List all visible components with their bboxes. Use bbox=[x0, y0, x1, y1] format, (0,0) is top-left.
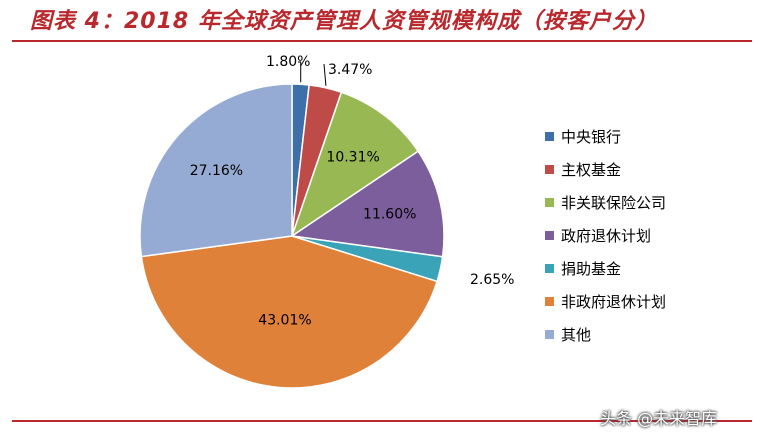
slice-label: 2.65% bbox=[470, 272, 514, 288]
legend-label: 主权基金 bbox=[561, 161, 622, 179]
legend-swatch bbox=[545, 198, 554, 207]
legend-item: 中央银行 bbox=[545, 120, 666, 153]
watermark: 头条 @未来智库 bbox=[600, 409, 718, 428]
pie-slice bbox=[290, 91, 420, 238]
slice-label: 11.60% bbox=[363, 206, 416, 222]
slice-label: 43.01% bbox=[258, 312, 311, 328]
slice-label: 27.16% bbox=[190, 163, 243, 179]
pie-slice bbox=[139, 83, 293, 258]
legend-label: 政府退休计划 bbox=[561, 227, 652, 245]
slice-label: 1.80% bbox=[266, 54, 310, 70]
pie-slice bbox=[289, 150, 445, 258]
legend-swatch bbox=[545, 231, 554, 240]
leader-line bbox=[323, 63, 327, 86]
title-divider bbox=[12, 40, 752, 42]
legend-swatch bbox=[545, 297, 554, 306]
legend-label: 非政府退休计划 bbox=[561, 293, 667, 311]
chart-legend: 中央银行主权基金非关联保险公司 政府退休计划 捐助基金非政府退休计划 其他 bbox=[545, 120, 666, 351]
legend-item: 政府退休计划 bbox=[545, 219, 666, 252]
legend-item: 其他 bbox=[545, 318, 666, 351]
legend-item: 捐助基金 bbox=[545, 252, 666, 285]
footer-divider bbox=[12, 420, 752, 422]
legend-label: 非关联保险公司 bbox=[561, 194, 667, 212]
legend-item: 非关联保险公司 bbox=[545, 186, 666, 219]
chart-title: 图表 4：2018 年全球资产管理人资管规模构成（按客户分） bbox=[30, 9, 658, 34]
pie-slice bbox=[140, 235, 438, 389]
slice-label: 3.47% bbox=[328, 62, 372, 78]
legend-swatch bbox=[545, 165, 554, 174]
slice-label: 10.31% bbox=[326, 149, 379, 165]
legend-label: 捐助基金 bbox=[561, 260, 622, 278]
legend-item: 主权基金 bbox=[545, 153, 666, 186]
legend-swatch bbox=[545, 330, 554, 339]
legend-label: 其他 bbox=[561, 326, 592, 344]
legend-swatch bbox=[545, 132, 554, 141]
legend-swatch bbox=[545, 264, 554, 273]
legend-label: 中央银行 bbox=[561, 128, 622, 146]
legend-item: 非政府退休计划 bbox=[545, 285, 666, 318]
leader-line bbox=[298, 61, 302, 83]
